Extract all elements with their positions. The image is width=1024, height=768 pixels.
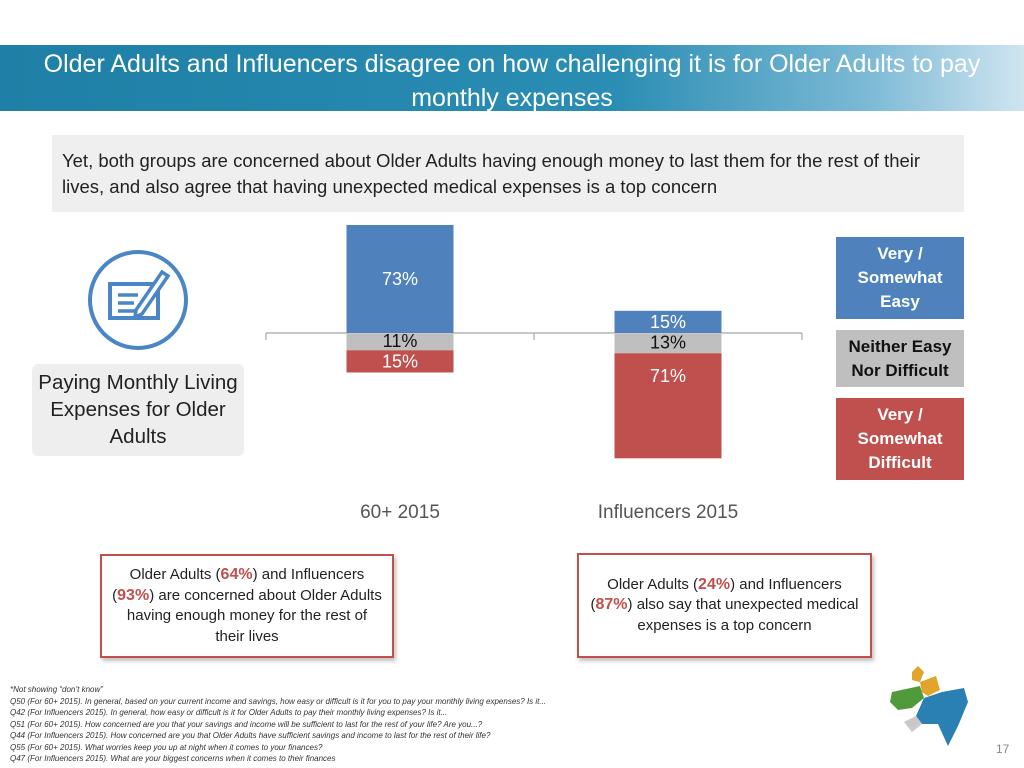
category-tick-label: 60+ 2015 — [360, 502, 440, 523]
callout-text: ) and Influencers ( — [590, 575, 842, 614]
callout-savings-concern: Older Adults (64%) and Influencers (93%)… — [100, 554, 394, 658]
bar-label-easy: 73% — [382, 269, 418, 289]
bar-easy — [614, 310, 722, 333]
highlight-percent: 87% — [595, 596, 628, 614]
page-number: 17 — [996, 742, 1010, 756]
legend-difficult: Very / Somewhat Difficult — [836, 398, 964, 480]
bar-neutral — [346, 334, 454, 351]
bar-label-easy: 15% — [650, 312, 686, 332]
category-label: Paying Monthly Living Expenses for Older… — [38, 371, 238, 448]
footnote-line: *Not showing “don’t know” — [10, 685, 103, 694]
callout-text: Older Adults ( — [129, 566, 221, 583]
us-map-logo-icon — [890, 666, 968, 746]
bar-label-neutral: 13% — [650, 333, 686, 353]
bar-difficult — [346, 350, 454, 373]
highlight-percent: 64% — [220, 566, 253, 583]
page-title: Older Adults and Influencers disagree on… — [43, 50, 981, 112]
footnote-line: Q47 (For Influencers 2015). What are you… — [10, 754, 336, 763]
footnote-line: Q50 (For 60+ 2015). In general, based on… — [10, 696, 547, 706]
callout-text: ) and Influencers ( — [112, 566, 365, 604]
subtitle-box — [52, 135, 964, 212]
callout-text: ) are concerned about Older Adults havin… — [126, 586, 382, 645]
category-box — [32, 364, 244, 456]
highlight-percent: 93% — [117, 586, 150, 604]
bar-easy — [346, 224, 454, 333]
document-pen-icon — [88, 250, 188, 350]
legend-neutral: Neither Easy Nor Difficult — [836, 330, 964, 387]
footnote-line: Q55 (For 60+ 2015). What worries keep yo… — [10, 742, 323, 752]
subtitle: Yet, both groups are concerned about Old… — [62, 150, 921, 197]
bar-label-difficult: 15% — [382, 351, 418, 371]
title-band — [0, 45, 1024, 111]
bar-label-difficult: 71% — [650, 366, 686, 386]
callout-text: Older Adults ( — [607, 575, 699, 593]
callout-savings-text: Older Adults (64%) and Influencers (93%)… — [112, 565, 382, 647]
footnote-line: Q42 (For Influencers 2015). In general, … — [10, 708, 448, 717]
bar-label-neutral: 11% — [383, 331, 418, 351]
callout-text: ) also say that unexpected medical expen… — [627, 596, 859, 634]
footnote-line: Q44 (For Influencers 2015). How concerne… — [10, 731, 491, 740]
callout-medical-concern: Older Adults (24%) and Influencers (87%)… — [577, 553, 872, 658]
highlight-percent: 24% — [698, 575, 731, 593]
callout-medical-text: Older Adults (24%) and Influencers (87%)… — [589, 575, 860, 637]
bar-difficult — [614, 353, 722, 459]
bar-neutral — [614, 334, 722, 354]
legend-easy: Very / Somewhat Easy — [836, 237, 964, 319]
footnotes: *Not showing “don’t know” Q50 (For 60+ 2… — [10, 684, 710, 765]
footnote-line: Q51 (For 60+ 2015). How concerned are yo… — [10, 719, 483, 729]
category-tick-label: Influencers 2015 — [598, 502, 739, 523]
